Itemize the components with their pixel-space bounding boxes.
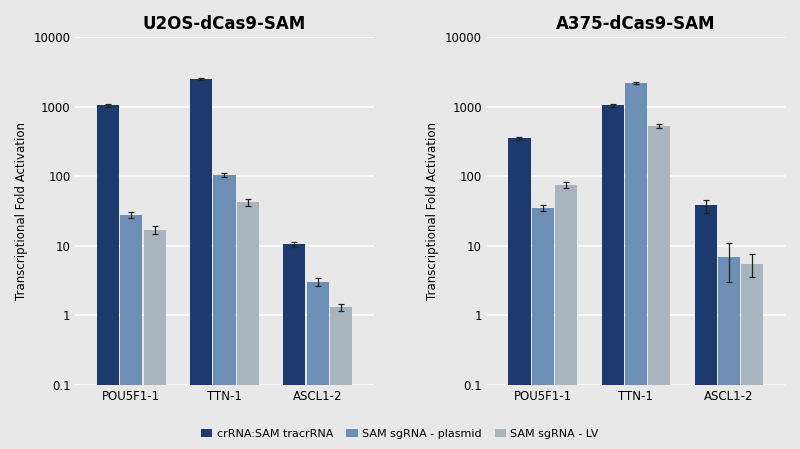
- Bar: [625, 83, 647, 449]
- Bar: [120, 215, 142, 449]
- Bar: [532, 208, 554, 449]
- Y-axis label: Transcriptional Fold Activation: Transcriptional Fold Activation: [15, 122, 28, 300]
- Bar: [143, 230, 166, 449]
- Bar: [214, 175, 235, 449]
- Bar: [97, 106, 119, 449]
- Bar: [509, 138, 530, 449]
- Bar: [190, 79, 212, 449]
- Bar: [283, 244, 306, 449]
- Bar: [330, 307, 352, 449]
- Title: A375-dCas9-SAM: A375-dCas9-SAM: [556, 15, 716, 33]
- Bar: [742, 264, 763, 449]
- Y-axis label: Transcriptional Fold Activation: Transcriptional Fold Activation: [426, 122, 439, 300]
- Title: U2OS-dCas9-SAM: U2OS-dCas9-SAM: [143, 15, 306, 33]
- Bar: [237, 202, 259, 449]
- Bar: [648, 126, 670, 449]
- Bar: [602, 106, 624, 449]
- Legend: crRNA:SAM tracrRNA, SAM sgRNA - plasmid, SAM sgRNA - LV: crRNA:SAM tracrRNA, SAM sgRNA - plasmid,…: [197, 425, 603, 444]
- Bar: [718, 256, 740, 449]
- Bar: [694, 206, 717, 449]
- Bar: [306, 282, 329, 449]
- Bar: [555, 185, 577, 449]
